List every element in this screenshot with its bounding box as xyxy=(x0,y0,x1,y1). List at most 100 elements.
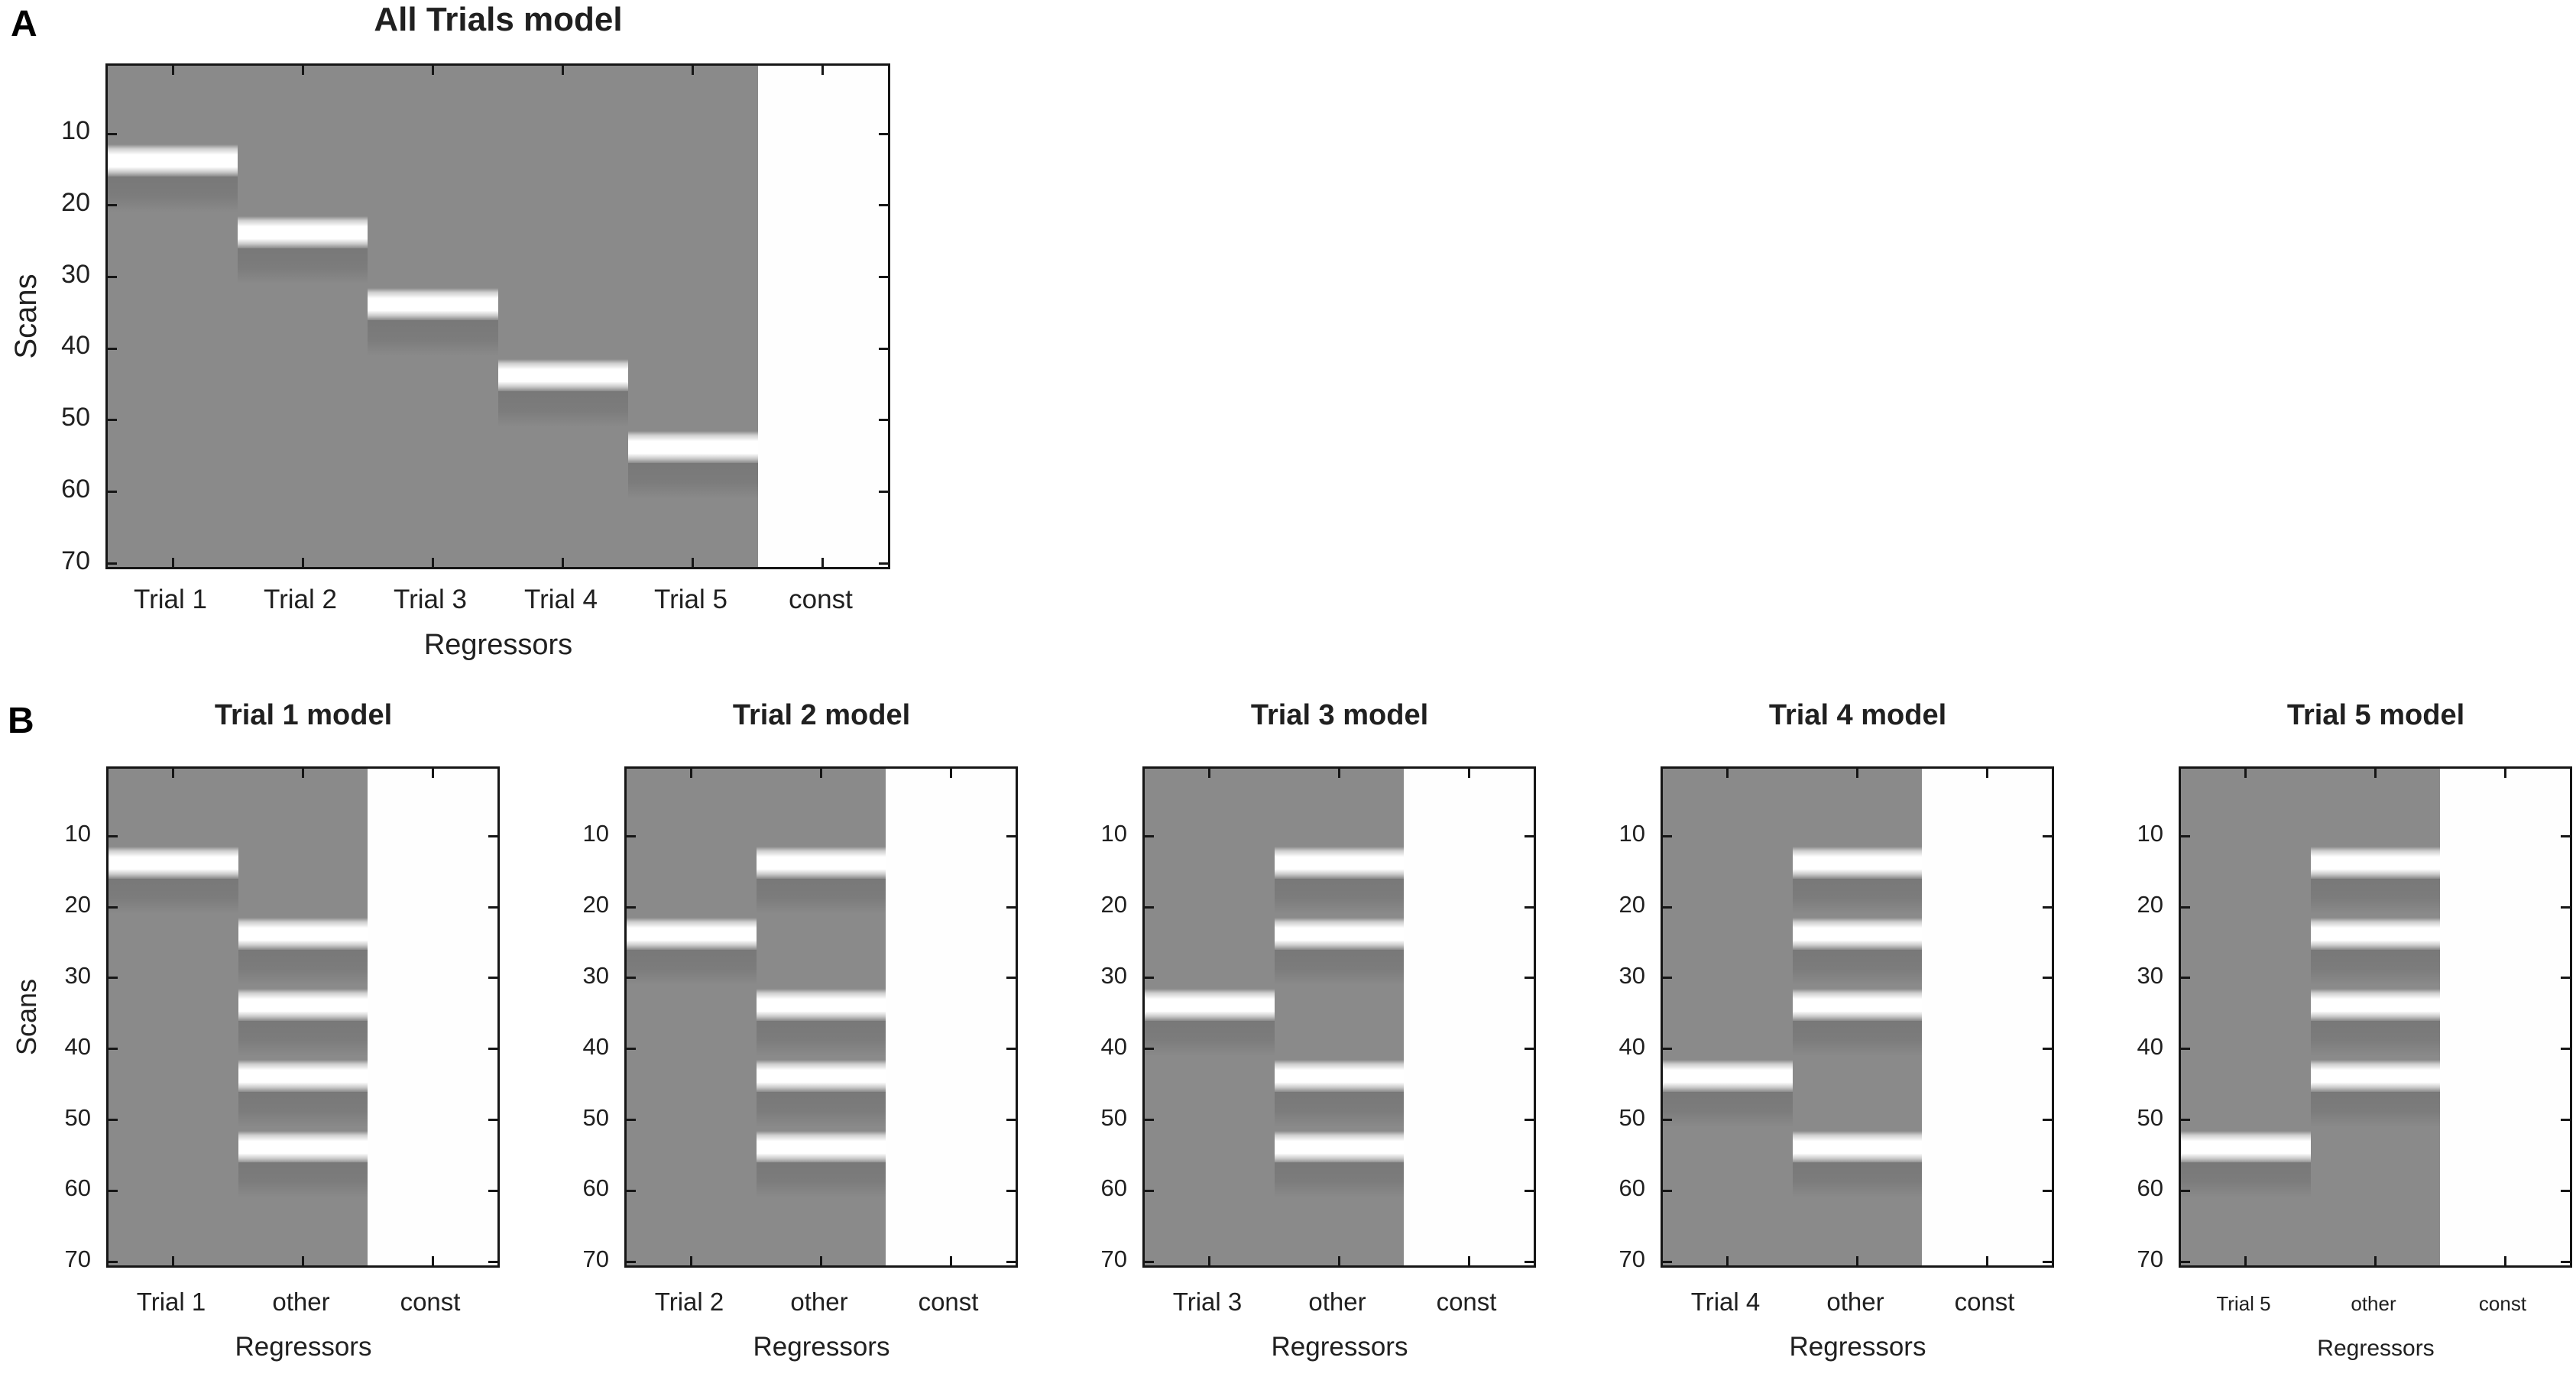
matrix-band xyxy=(1145,989,1275,1021)
matrix-band xyxy=(1793,847,1923,879)
x-axis-tick xyxy=(950,769,952,778)
y-tick-label: 70 xyxy=(2137,1246,2163,1272)
matrix-band xyxy=(757,847,886,879)
matrix-band-undershoot xyxy=(2181,1162,2311,1197)
matrix-column xyxy=(2440,769,2570,1265)
y-axis-tick xyxy=(2561,1261,2570,1263)
panel-title: Trial 4 model xyxy=(1768,699,1947,731)
y-axis-tick xyxy=(2043,1261,2052,1263)
x-axis-tick xyxy=(690,1256,692,1265)
y-axis-tick xyxy=(108,491,117,493)
y-axis-tick xyxy=(2043,906,2052,909)
matrix-band xyxy=(238,216,368,248)
x-axis-tick xyxy=(562,66,564,75)
matrix-column xyxy=(2181,769,2311,1265)
matrix-band xyxy=(238,1060,368,1092)
x-tick-label: Trial 1 xyxy=(134,585,207,614)
y-tick-label: 60 xyxy=(1100,1174,1127,1201)
y-axis-tick xyxy=(488,977,497,979)
matrix-band xyxy=(238,918,368,950)
matrix-band-undershoot xyxy=(1275,950,1405,985)
y-tick-label: 10 xyxy=(582,820,609,847)
panel-title: Trial 3 model xyxy=(1250,699,1429,731)
x-axis-tick xyxy=(690,769,692,778)
y-tick-label: 70 xyxy=(64,1246,91,1272)
x-axis-tick xyxy=(692,66,694,75)
y-axis-tick xyxy=(488,906,497,909)
matrix-column xyxy=(109,769,238,1265)
x-axis-tick xyxy=(2244,769,2247,778)
panel-title: Trial 2 model xyxy=(732,699,911,731)
x-axis-label: Regressors xyxy=(1789,1332,1926,1362)
x-tick-label: Trial 5 xyxy=(2216,1292,2271,1315)
y-axis-tick xyxy=(109,1048,118,1050)
x-axis-tick xyxy=(821,558,824,567)
x-axis-tick xyxy=(432,66,434,75)
x-axis-tick xyxy=(1208,1256,1210,1265)
y-axis-tick xyxy=(2043,1190,2052,1192)
x-axis-tick xyxy=(302,1256,304,1265)
y-tick-label: 40 xyxy=(61,331,90,360)
y-axis-tick xyxy=(1663,1261,1672,1263)
y-axis-tick xyxy=(2043,977,2052,979)
matrix-column xyxy=(368,769,497,1265)
x-axis-tick xyxy=(172,1256,174,1265)
panel-title: Trial 5 model xyxy=(2286,699,2465,731)
y-axis-tick xyxy=(109,835,118,837)
x-axis-tick xyxy=(432,769,434,778)
matrix-column xyxy=(498,66,629,567)
x-axis-tick xyxy=(950,1256,952,1265)
matrix-column xyxy=(1663,769,1793,1265)
y-tick-label: 30 xyxy=(2137,962,2163,989)
x-axis-tick xyxy=(1856,1256,1858,1265)
y-axis-tick xyxy=(1145,1119,1154,1121)
matrix-band-undershoot xyxy=(757,879,886,914)
matrix-band-undershoot xyxy=(1793,1021,1923,1056)
x-axis-tick xyxy=(172,558,174,567)
x-axis-tick xyxy=(2504,769,2506,778)
y-axis-tick xyxy=(1006,1261,1016,1263)
x-tick-label: other xyxy=(1308,1288,1366,1316)
matrix-band xyxy=(1663,1060,1793,1092)
y-axis-tick xyxy=(2181,906,2190,909)
x-tick-label: Trial 4 xyxy=(1690,1288,1761,1316)
y-axis-tick xyxy=(1006,977,1016,979)
x-tick-label: const xyxy=(1954,1288,2015,1316)
y-axis-tick xyxy=(1525,906,1534,909)
matrix-band xyxy=(2311,1060,2441,1092)
y-axis-tick xyxy=(488,1261,497,1263)
y-axis-tick xyxy=(2181,835,2190,837)
x-axis-tick xyxy=(820,769,822,778)
y-axis-tick xyxy=(879,204,888,206)
y-axis-tick xyxy=(2181,1048,2190,1050)
matrix-column xyxy=(1275,769,1405,1265)
x-axis-tick xyxy=(432,1256,434,1265)
y-tick-label: 60 xyxy=(61,475,90,504)
y-axis-tick xyxy=(2561,1190,2570,1192)
x-axis-label: Regressors xyxy=(423,629,573,661)
x-axis-tick xyxy=(1726,1256,1729,1265)
y-tick-label: 20 xyxy=(61,188,90,217)
matrix-band xyxy=(108,144,238,177)
x-tick-label: const xyxy=(2478,1292,2527,1315)
y-axis-tick xyxy=(2561,1119,2570,1121)
y-axis-tick xyxy=(2561,977,2570,979)
matrix-band xyxy=(1793,1131,1923,1163)
matrix-band xyxy=(1275,918,1405,950)
y-tick-label: 50 xyxy=(582,1104,609,1131)
matrix-band-undershoot xyxy=(368,320,498,356)
y-axis-tick xyxy=(488,1119,497,1121)
matrix-band-undershoot xyxy=(2311,1092,2441,1127)
matrix-band-undershoot xyxy=(2311,879,2441,914)
y-axis-tick xyxy=(879,491,888,493)
x-tick-label: Trial 3 xyxy=(1172,1288,1243,1316)
x-tick-label: const xyxy=(1436,1288,1497,1316)
x-tick-label: other xyxy=(790,1288,848,1316)
x-axis-tick xyxy=(2504,1256,2506,1265)
matrix-band xyxy=(238,989,368,1021)
y-axis-tick xyxy=(1145,1190,1154,1192)
matrix-band-undershoot xyxy=(757,1162,886,1197)
matrix-column xyxy=(758,66,888,567)
y-tick-label: 20 xyxy=(1619,891,1645,918)
